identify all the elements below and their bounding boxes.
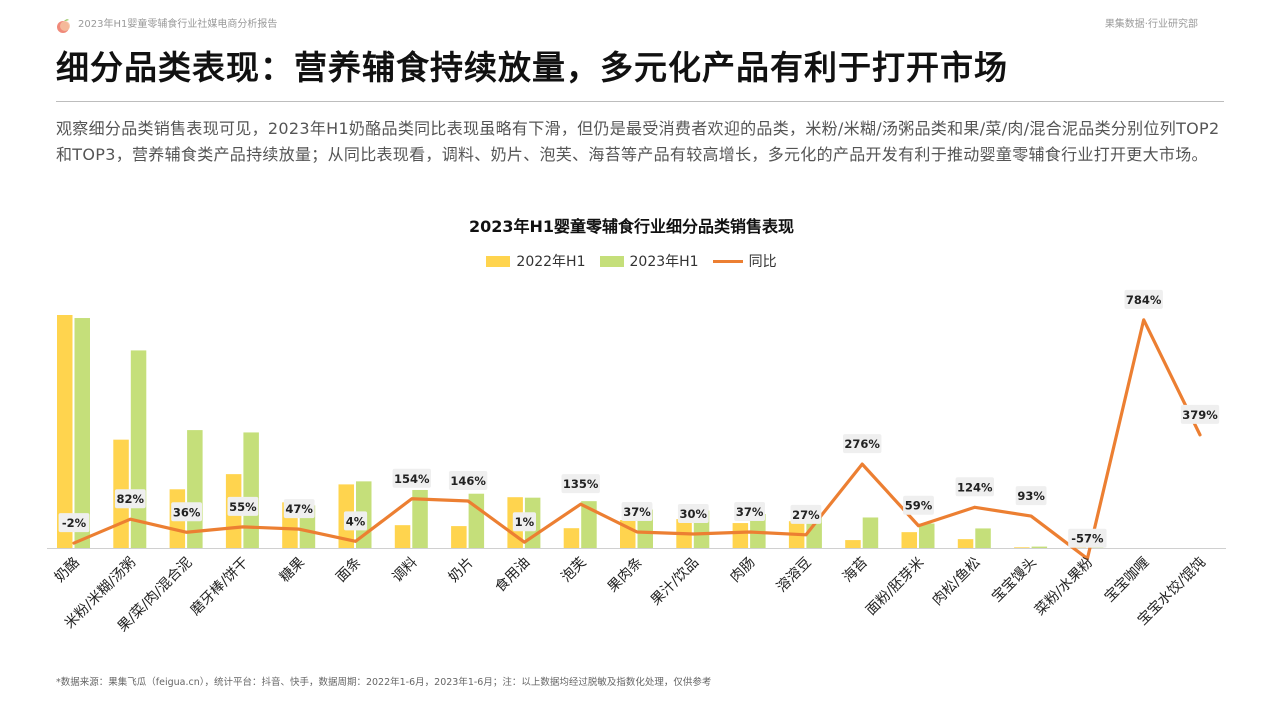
category-tick-label: 食用油 xyxy=(492,554,534,596)
category-tick-label: 糖果 xyxy=(277,555,308,586)
category-tick-label: 溶溶豆 xyxy=(774,555,815,596)
yoy-line xyxy=(72,318,1202,561)
bar-2023 xyxy=(581,501,597,548)
yoy-data-label: 37% xyxy=(736,505,764,519)
yoy-label-bg xyxy=(734,501,765,521)
category-tick-label: 海苔 xyxy=(839,554,871,586)
yoy-data-label: 276% xyxy=(844,437,880,451)
yoy-label-bg xyxy=(58,513,90,533)
yoy-data-label: 4% xyxy=(346,514,366,528)
bar-2023 xyxy=(1031,546,1048,548)
intro-paragraph: 观察细分品类销售表现可见，2023年H1奶酪品类同比表现虽略有下滑，但仍是最受消… xyxy=(56,119,1220,164)
legend-item-2022: 2022年H1 xyxy=(486,251,586,271)
category-tick-label: 肉松/鱼松 xyxy=(929,554,984,609)
legend-item-2023: 2023年H1 xyxy=(599,251,699,271)
yoy-data-label: 154% xyxy=(394,472,430,486)
yoy-data-label: -2% xyxy=(62,516,87,530)
department-label: 果集数据·行业研究部 xyxy=(1104,19,1198,30)
category-tick-label: 菜粉/水果粉 xyxy=(1032,555,1096,619)
yoy-label-bg xyxy=(677,503,709,523)
yoy-data-label: 36% xyxy=(173,505,201,519)
category-tick-label: 宝宝咖喱 xyxy=(1102,555,1153,606)
yoy-label-bg xyxy=(955,477,994,497)
category-tick-label: 肉肠 xyxy=(727,555,758,586)
bar-2022 xyxy=(563,528,580,548)
bar-2022 xyxy=(845,540,861,548)
yoy-data-label: 135% xyxy=(563,477,599,491)
legend-label-yoy: 同比 xyxy=(748,254,777,270)
category-tick-label: 奶片 xyxy=(446,555,477,586)
yoy-label-bg xyxy=(512,512,536,532)
title-divider xyxy=(56,101,1224,102)
category-tick-label: 宝宝馒头 xyxy=(989,555,1040,606)
yoy-label-bg xyxy=(227,496,259,516)
yoy-data-label: 59% xyxy=(905,499,933,513)
bar-2023 xyxy=(862,517,879,548)
legend-label-2023: 2023年H1 xyxy=(629,254,699,270)
yoy-label-bg xyxy=(790,504,822,524)
yoy-data-label: 82% xyxy=(117,492,145,506)
data-source-footnote: *数据来源：果集飞瓜（feigua.cn），统计平台：抖音、快手，数据周期：20… xyxy=(56,677,712,688)
yoy-label-bg xyxy=(114,489,146,509)
yoy-label-bg xyxy=(448,471,488,491)
category-tick-label: 果肉条 xyxy=(604,554,646,596)
page-title: 细分品类表现：营养辅食持续放量，多元化产品有利于打开市场 xyxy=(56,48,1008,87)
bar-2022 xyxy=(394,525,411,548)
yoy-label-bg xyxy=(843,434,882,454)
bar-2023 xyxy=(468,493,485,548)
yoy-data-label: 30% xyxy=(680,507,708,521)
chart-legend: 2022年H1 2023年H1 同比 xyxy=(0,251,1263,271)
legend-swatch-2022 xyxy=(486,255,511,267)
yoy-label-bg xyxy=(283,499,315,519)
yoy-data-label: 379% xyxy=(1182,408,1218,422)
chart-title: 2023年H1婴童零辅食行业细分品类销售表现 xyxy=(468,217,795,236)
bar-2022 xyxy=(451,526,467,548)
yoy-label-bg xyxy=(171,502,202,522)
bar-2022 xyxy=(57,315,73,548)
legend-item-yoy: 同比 xyxy=(712,251,777,271)
legend-swatch-yoy xyxy=(712,259,743,263)
bar-2023 xyxy=(412,489,428,548)
bar-2022 xyxy=(1014,547,1030,548)
category-tick-label: 调料 xyxy=(390,555,421,586)
yoy-data-label: -57% xyxy=(1071,532,1104,546)
bar-2022 xyxy=(957,539,974,548)
yoy-label-bg xyxy=(903,495,934,515)
yoy-data-label: 37% xyxy=(623,505,651,519)
category-tick-label: 果汁/饮品 xyxy=(648,555,702,609)
yoy-label-bg xyxy=(1015,486,1047,506)
top-bar: 2023年H1婴童零辅食行业社媒电商分析报告 果集数据·行业研究部 xyxy=(0,0,1280,40)
yoy-label-bg xyxy=(621,501,653,521)
bar-2023 xyxy=(919,523,935,548)
category-tick-label: 磨牙棒/饼干 xyxy=(188,555,252,619)
category-tick-label: 面粉/胚芽米 xyxy=(863,555,927,619)
yoy-data-label: 124% xyxy=(957,480,993,494)
category-tick-label: 面条 xyxy=(333,554,365,586)
bar-2022 xyxy=(732,523,749,548)
yoy-label-bg xyxy=(1068,528,1107,548)
yoy-label-bg xyxy=(1180,404,1220,424)
bar-2023 xyxy=(74,318,90,548)
yoy-label-bg xyxy=(392,468,431,488)
category-tick-label: 泡芙 xyxy=(558,554,590,586)
brand-logo-icon xyxy=(57,19,70,33)
yoy-data-label: 55% xyxy=(229,500,257,514)
yoy-data-label: 93% xyxy=(1017,489,1045,503)
yoy-label-bg xyxy=(1124,289,1163,309)
yoy-data-label: 146% xyxy=(450,474,486,488)
category-tick-label: 奶酪 xyxy=(52,555,83,586)
yoy-data-label: 47% xyxy=(285,502,313,516)
bar-2023 xyxy=(243,432,259,548)
bar-2022 xyxy=(901,532,917,548)
yoy-label-bg xyxy=(561,474,600,494)
legend-swatch-2023 xyxy=(599,255,624,267)
yoy-data-label: 27% xyxy=(792,508,820,522)
legend-label-2022: 2022年H1 xyxy=(516,254,586,270)
yoy-data-label: 784% xyxy=(1126,293,1162,307)
report-title: 2023年H1婴童零辅食行业社媒电商分析报告 xyxy=(78,19,278,30)
yoy-label-bg xyxy=(343,511,368,531)
yoy-data-label: 1% xyxy=(515,515,535,529)
bar-2023 xyxy=(975,528,991,548)
